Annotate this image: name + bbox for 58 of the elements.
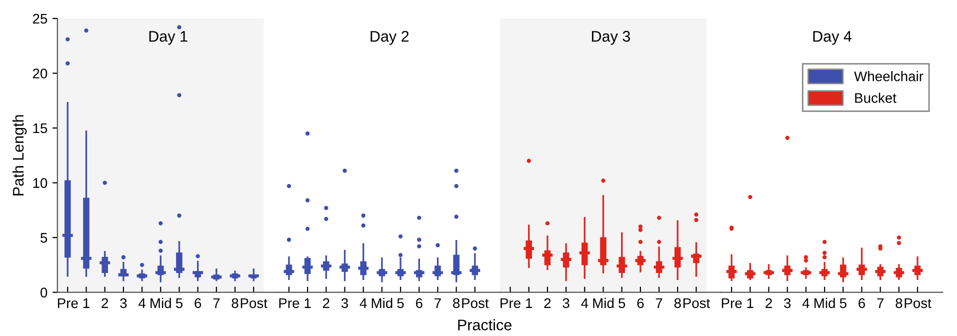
x-tick-label: Mid xyxy=(372,298,392,308)
x-tick-label: 4 xyxy=(802,298,810,308)
x-tick-label: Post xyxy=(904,298,932,308)
x-tick-label: 8 xyxy=(896,298,902,308)
y-tick-label: 5 xyxy=(40,233,48,243)
text: Day 2 xyxy=(370,30,409,45)
y-tick-label: 20 xyxy=(32,68,48,78)
x-tick-label: 8 xyxy=(232,298,238,308)
y-tick-label: 15 xyxy=(33,123,48,134)
legend-label: Bucket xyxy=(855,92,896,103)
y-tick-label: 25 xyxy=(32,14,48,24)
x-tick-label: Pre xyxy=(279,298,300,308)
x-tick-label: Pre xyxy=(500,298,520,308)
x-tick-label: 1 xyxy=(747,298,754,308)
x-tick-label: Pre xyxy=(58,298,78,308)
text: Day 1 xyxy=(149,31,188,45)
x-tick-label: Mid xyxy=(814,298,835,308)
x-tick-label: 2 xyxy=(322,298,330,308)
x-tick-label: 3 xyxy=(341,298,348,308)
x-tick-label: 6 xyxy=(416,298,422,308)
x-tick-label: 8 xyxy=(674,298,681,308)
x-tick-label: 6 xyxy=(858,298,865,308)
x-tick-label: 4 xyxy=(138,298,146,308)
x-tick-label: 4 xyxy=(581,298,588,308)
legend-label: Wheelchair xyxy=(854,71,924,82)
x-tick-label: Mid xyxy=(593,298,614,308)
x-tick-label: 3 xyxy=(784,298,791,308)
x-tick-label: 1 xyxy=(304,298,311,308)
x-tick-label: 5 xyxy=(397,298,404,308)
x-axis-title: Practice xyxy=(458,319,512,330)
x-tick-label: 6 xyxy=(637,298,644,308)
x-tick-label: 7 xyxy=(434,298,441,308)
x-tick-label: 7 xyxy=(656,298,662,308)
x-tick-label: 3 xyxy=(120,298,127,308)
x-tick-label: Post xyxy=(683,298,710,308)
x-tick-label: 2 xyxy=(544,298,551,308)
x-tick-label: 8 xyxy=(453,298,460,308)
x-tick-label: 2 xyxy=(766,298,772,308)
text: Day 3 xyxy=(592,30,630,45)
x-tick-label: Post xyxy=(462,298,489,308)
y-axis-title: Path Length xyxy=(12,115,27,196)
x-tick-label: 5 xyxy=(840,298,846,308)
x-tick-label: 7 xyxy=(213,298,220,308)
x-tick-label: 5 xyxy=(176,298,183,308)
y-tick-label: 10 xyxy=(33,178,48,188)
x-tick-label: 3 xyxy=(562,298,570,308)
x-tick-label: Mid xyxy=(150,298,171,308)
x-tick-label: 5 xyxy=(618,298,626,308)
x-tick-label: 4 xyxy=(360,298,367,308)
x-tick-label: Pre xyxy=(722,298,742,308)
x-tick-label: 6 xyxy=(194,298,202,308)
x-tick-label: 2 xyxy=(102,298,108,308)
x-tick-label: 1 xyxy=(526,298,532,308)
x-tick-label: 1 xyxy=(83,298,90,308)
text: Day 4 xyxy=(813,31,852,45)
x-tick-label: 7 xyxy=(877,298,884,308)
x-tick-label: Post xyxy=(240,298,268,308)
y-tick-label: 0 xyxy=(40,288,48,298)
